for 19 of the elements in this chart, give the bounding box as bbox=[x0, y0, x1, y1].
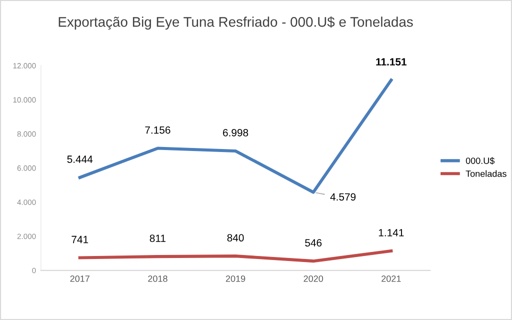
x-tick-label: 2021 bbox=[382, 276, 401, 282]
legend-label: Toneladas bbox=[466, 170, 506, 177]
data-label: 4.579 bbox=[330, 193, 356, 201]
data-label: 741 bbox=[72, 236, 88, 244]
data-label: 546 bbox=[305, 239, 322, 247]
x-tick-label: 2017 bbox=[70, 276, 90, 282]
data-label: 6.998 bbox=[223, 129, 248, 136]
x-tick-label: 2020 bbox=[304, 276, 324, 282]
x-tick-label: 2018 bbox=[148, 276, 168, 282]
data-label: 811 bbox=[150, 234, 166, 242]
data-label: 840 bbox=[227, 234, 244, 242]
data-label: 5.444 bbox=[67, 156, 93, 163]
data-label: 11.151 bbox=[376, 58, 407, 66]
data-label: 7.156 bbox=[145, 126, 170, 134]
line-series bbox=[78, 249, 393, 263]
x-tick-label: 2019 bbox=[226, 276, 246, 282]
legend-label: 000.U$ bbox=[466, 157, 495, 164]
data-label: 1.141 bbox=[378, 229, 404, 236]
chart-title: Exportação Big Eye Tuna Resfriado - 000.U$ e Toneladas bbox=[58, 16, 413, 30]
